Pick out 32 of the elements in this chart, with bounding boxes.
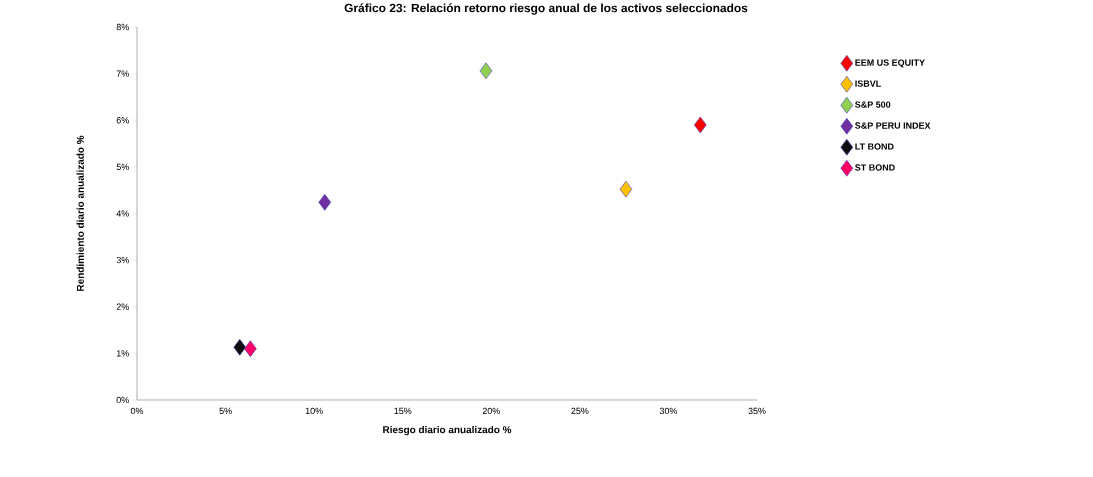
x-tick-label: 10% [305,407,323,415]
y-tick-label: 3% [116,256,129,264]
legend-label: ST BOND [855,164,895,171]
y-tick-label: 0% [116,396,129,404]
x-tick-label: 20% [482,407,500,415]
legend-label: ISBVL [855,80,881,87]
point [479,62,493,80]
point [233,339,247,356]
y-tick-label: 6% [116,117,129,124]
y-tick-label: 7% [116,70,129,77]
y-tick-label: 8% [116,23,129,31]
x-tick-label: 25% [571,407,589,415]
x-axis-title: Riesgo diario anualizado % [383,425,512,436]
y-tick-label: 5% [116,163,129,171]
x-tick-label: 30% [659,407,678,415]
x-tick-label: 0% [130,407,144,415]
legend-label: S&P 500 [855,101,891,108]
legend-label: EEM US EQUITY [855,59,925,68]
y-tick-label: 1% [116,350,129,357]
y-tick-label: 4% [116,210,129,217]
point [619,180,633,198]
legend-label: S&P PERU INDEX [855,122,931,129]
chart-title: Gráfico 23: Relación retorno riesgo anual de los activos seleccionados [344,3,748,15]
y-tick-label: 2% [116,303,129,310]
x-tick-label: 15% [394,407,412,415]
x-tick-label: 35% [748,407,766,415]
y-axis-title: Rendimiento diario anualizado % [76,135,84,291]
legend-label: LT BOND [855,143,894,150]
point [244,340,257,357]
point [318,194,332,211]
point [694,116,707,134]
x-tick-label: 5% [219,407,232,415]
